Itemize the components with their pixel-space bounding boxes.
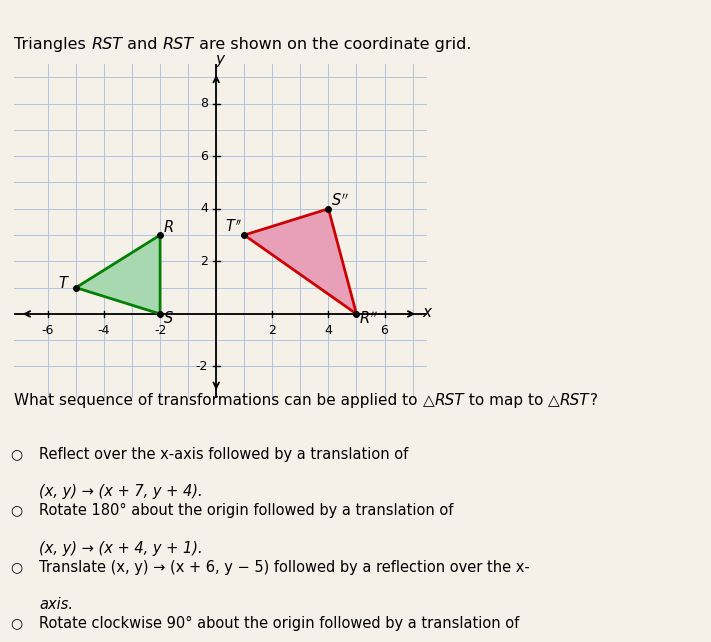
Text: (x, y) → (x + 7, y + 4).: (x, y) → (x + 7, y + 4). xyxy=(39,484,203,499)
Text: △: △ xyxy=(422,393,434,408)
Text: ○: ○ xyxy=(11,560,23,574)
Text: Triangles: Triangles xyxy=(14,37,91,53)
Text: 4: 4 xyxy=(200,202,208,215)
Text: 6: 6 xyxy=(200,150,208,162)
Text: △: △ xyxy=(548,393,560,408)
Text: RST: RST xyxy=(434,393,464,408)
Text: ○: ○ xyxy=(11,447,23,461)
Text: $T''$: $T''$ xyxy=(225,219,242,236)
Text: 6: 6 xyxy=(380,324,388,338)
Text: -2: -2 xyxy=(196,360,208,373)
Text: (x, y) → (x + 4, y + 1).: (x, y) → (x + 4, y + 1). xyxy=(39,541,203,555)
Text: Reflect over the x-axis followed by a translation of: Reflect over the x-axis followed by a tr… xyxy=(39,447,408,462)
Text: Rotate clockwise 90° about the origin followed by a translation of: Rotate clockwise 90° about the origin fo… xyxy=(39,616,519,631)
Text: 8: 8 xyxy=(200,97,208,110)
Text: RST: RST xyxy=(163,37,193,53)
Text: What sequence of transformations can be applied to: What sequence of transformations can be … xyxy=(14,393,422,408)
Text: $T$: $T$ xyxy=(58,275,70,291)
Text: RST: RST xyxy=(560,393,589,408)
Text: ?: ? xyxy=(589,393,597,408)
Text: are shown on the coordinate grid.: are shown on the coordinate grid. xyxy=(193,37,471,53)
Text: -4: -4 xyxy=(98,324,110,338)
Text: -6: -6 xyxy=(42,324,54,338)
Text: ○: ○ xyxy=(11,616,23,630)
Text: RST: RST xyxy=(91,37,122,53)
Text: 2: 2 xyxy=(268,324,277,338)
Text: axis.: axis. xyxy=(39,597,73,612)
Text: to map to: to map to xyxy=(464,393,548,408)
Text: 4: 4 xyxy=(324,324,332,338)
Text: $S$: $S$ xyxy=(163,310,173,326)
Polygon shape xyxy=(76,235,160,314)
Text: $S''$: $S''$ xyxy=(331,193,349,209)
Text: Rotate 180° about the origin followed by a translation of: Rotate 180° about the origin followed by… xyxy=(39,503,454,518)
Text: and: and xyxy=(122,37,163,53)
Text: ○: ○ xyxy=(11,503,23,517)
Polygon shape xyxy=(245,209,356,314)
Text: $y$: $y$ xyxy=(215,53,226,69)
Text: Translate (x, y) → (x + 6, y − 5) followed by a reflection over the x-: Translate (x, y) → (x + 6, y − 5) follow… xyxy=(39,560,530,575)
Text: 2: 2 xyxy=(200,255,208,268)
Text: $x$: $x$ xyxy=(422,305,434,320)
Text: $R''$: $R''$ xyxy=(359,311,378,327)
Text: $R$: $R$ xyxy=(164,219,174,235)
Text: -2: -2 xyxy=(154,324,166,338)
